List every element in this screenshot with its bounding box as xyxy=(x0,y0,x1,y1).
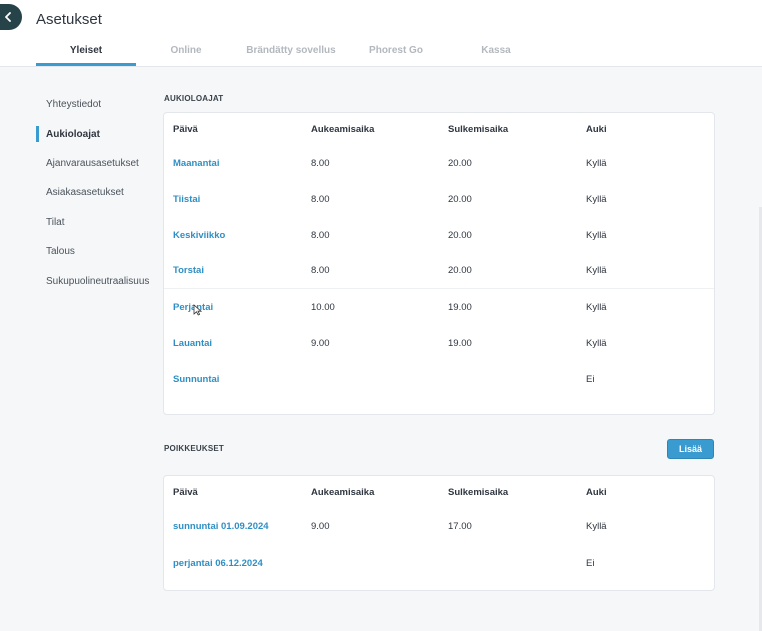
exceptions-title: POIKKEUKSET xyxy=(164,444,224,453)
table-row[interactable]: sunnuntai 01.09.2024 9.00 17.00 Kyllä xyxy=(164,508,714,545)
column-header-open: Aukeamisaika xyxy=(311,123,375,135)
open-time: 8.00 xyxy=(311,265,330,276)
open-status: Kyllä xyxy=(586,301,607,313)
day-link[interactable]: Lauantai xyxy=(173,337,213,349)
tab-online[interactable]: Online xyxy=(170,45,202,56)
open-time: 8.00 xyxy=(311,193,330,205)
column-header-is-open: Auki xyxy=(586,123,607,135)
tab-brandatty-sovellus[interactable]: Brändätty sovellus xyxy=(246,45,336,56)
page-scrollbar[interactable] xyxy=(759,207,762,631)
close-time: 17.00 xyxy=(448,521,472,532)
table-header-row: Päivä Aukeamisaika Sulkemisaika Auki xyxy=(164,113,714,145)
close-time: 20.00 xyxy=(448,157,472,169)
open-status: Kyllä xyxy=(586,157,607,169)
opening-hours-table: Päivä Aukeamisaika Sulkemisaika Auki Maa… xyxy=(163,112,715,415)
exception-day-link[interactable]: sunnuntai 01.09.2024 xyxy=(173,521,269,532)
open-status: Kyllä xyxy=(586,265,607,276)
exceptions-table: Päivä Aukeamisaika Sulkemisaika Auki sun… xyxy=(163,475,715,591)
table-header-row: Päivä Aukeamisaika Sulkemisaika Auki xyxy=(164,476,714,508)
table-row[interactable]: Perjantai 10.00 19.00 Kyllä xyxy=(164,289,714,325)
day-link[interactable]: Tiistai xyxy=(173,193,201,205)
table-row[interactable]: perjantai 06.12.2024 Ei xyxy=(164,545,714,582)
close-time: 20.00 xyxy=(448,193,472,205)
table-row[interactable]: Keskiviikko 8.00 20.00 Kyllä xyxy=(164,217,714,253)
sidebar-item-sukupuolineutraalisuus[interactable]: Sukupuolineutraalisuus xyxy=(46,275,150,287)
table-row[interactable]: Lauantai 9.00 19.00 Kyllä xyxy=(164,325,714,361)
sidebar-item-ajanvarausasetukset[interactable]: Ajanvarausasetukset xyxy=(46,157,139,169)
table-row[interactable]: Maanantai 8.00 20.00 Kyllä xyxy=(164,145,714,181)
opening-hours-title: AUKIOLOAJAT xyxy=(164,94,224,103)
sidebar-item-yhteystiedot[interactable]: Yhteystiedot xyxy=(46,99,102,111)
close-time: 20.00 xyxy=(448,265,472,276)
table-row[interactable]: Torstai 8.00 20.00 Kyllä xyxy=(164,253,714,289)
page-title: Asetukset xyxy=(36,11,102,28)
day-link[interactable]: Torstai xyxy=(173,265,204,276)
open-time: 9.00 xyxy=(311,337,330,349)
sidebar-item-asiakasasetukset[interactable]: Asiakasasetukset xyxy=(46,187,124,199)
close-time: 19.00 xyxy=(448,301,472,313)
close-time: 19.00 xyxy=(448,337,472,349)
column-header-open: Aukeamisaika xyxy=(311,486,375,498)
open-status: Kyllä xyxy=(586,521,607,532)
close-time: 20.00 xyxy=(448,229,472,241)
day-link[interactable]: Sunnuntai xyxy=(173,373,220,385)
table-row[interactable]: Sunnuntai Ei xyxy=(164,361,714,397)
sidebar-item-aukioloajat[interactable]: Aukioloajat xyxy=(36,119,161,148)
tab-phorest-go[interactable]: Phorest Go xyxy=(369,45,423,56)
open-status: Kyllä xyxy=(586,193,607,205)
open-time: 10.00 xyxy=(311,301,335,313)
mouse-cursor-icon xyxy=(193,304,202,316)
tab-kassa[interactable]: Kassa xyxy=(481,45,511,56)
day-link[interactable]: Keskiviikko xyxy=(173,229,226,241)
open-status: Kyllä xyxy=(586,337,607,349)
chevron-left-icon xyxy=(5,12,11,22)
sidebar-item-tilat[interactable]: Tilat xyxy=(46,216,65,228)
open-status: Ei xyxy=(586,558,595,569)
settings-tabs: Yleiset Online Brändätty sovellus Phores… xyxy=(36,44,546,66)
open-time: 8.00 xyxy=(311,157,330,169)
tab-yleiset[interactable]: Yleiset xyxy=(36,44,136,66)
column-header-close: Sulkemisaika xyxy=(448,486,509,498)
settings-sidebar: Yhteystiedot Aukioloajat Ajanvarausasetu… xyxy=(36,90,161,296)
table-row[interactable]: Tiistai 8.00 20.00 Kyllä xyxy=(164,181,714,217)
add-exception-button[interactable]: Lisää xyxy=(667,439,714,459)
column-header-close: Sulkemisaika xyxy=(448,123,509,135)
sidebar-item-talous[interactable]: Talous xyxy=(46,246,75,258)
exception-day-link[interactable]: perjantai 06.12.2024 xyxy=(173,558,263,569)
column-header-day: Päivä xyxy=(173,486,198,498)
open-time: 9.00 xyxy=(311,521,330,532)
column-header-day: Päivä xyxy=(173,123,198,135)
day-link[interactable]: Perjantai xyxy=(173,301,214,313)
back-button[interactable] xyxy=(0,4,22,30)
day-link[interactable]: Maanantai xyxy=(173,157,220,169)
app-header: Asetukset Yleiset Online Brändätty sovel… xyxy=(0,0,762,67)
open-status: Ei xyxy=(586,373,595,385)
column-header-is-open: Auki xyxy=(586,486,607,498)
open-status: Kyllä xyxy=(586,229,607,241)
open-time: 8.00 xyxy=(311,229,330,241)
